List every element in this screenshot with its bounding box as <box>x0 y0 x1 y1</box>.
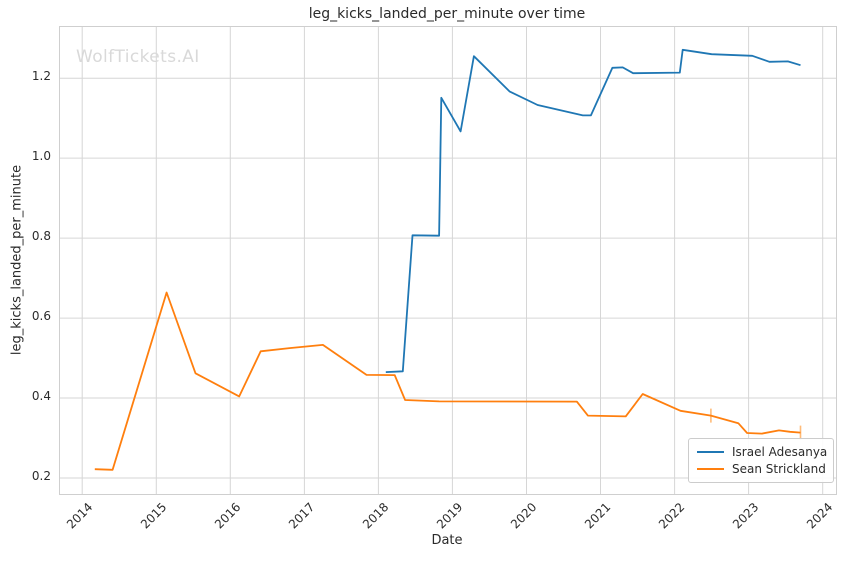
legend-entry-sean-strickland: Sean Strickland <box>695 461 827 477</box>
x-tick-label: 2020 <box>507 500 540 532</box>
chart-canvas <box>60 27 836 494</box>
y-tick-label: 0.8 <box>31 229 51 244</box>
legend-line-swatch-orange <box>697 468 724 470</box>
y-tick-label: 0.6 <box>31 309 51 324</box>
x-tick-label: 2019 <box>433 500 466 532</box>
x-axis-label: Date <box>431 533 463 548</box>
x-tick-label: 2017 <box>285 500 318 532</box>
chart-title: leg_kicks_landed_per_minute over time <box>308 6 586 22</box>
watermark: WolfTickets.AI <box>76 47 200 67</box>
series-line-israel-adesanya <box>385 48 801 373</box>
x-tick-label: 2022 <box>655 500 688 532</box>
x-tick-label: 2016 <box>211 500 244 532</box>
x-tick-label: 2014 <box>63 500 96 532</box>
legend-entry-israel-adesanya: Israel Adesanya <box>695 444 827 460</box>
y-axis-label: leg_kicks_landed_per_minute <box>9 164 25 356</box>
series-line-sean-strickland <box>94 291 801 471</box>
x-tick-label: 2015 <box>137 500 170 532</box>
x-tick-label: 2023 <box>730 500 762 532</box>
legend-line-swatch-blue <box>697 451 724 453</box>
y-tick-label: 1.0 <box>31 149 51 164</box>
plot-area: WolfTickets.AI Israel Adesanya Sean Stri… <box>59 26 837 495</box>
x-tick-label: 2021 <box>581 500 614 532</box>
legend: Israel Adesanya Sean Strickland <box>688 438 834 483</box>
legend-label: Sean Strickland <box>732 462 826 476</box>
x-tick-label: 2018 <box>359 500 392 532</box>
legend-label: Israel Adesanya <box>732 445 828 459</box>
y-tick-label: 1.2 <box>31 69 51 84</box>
y-tick-label: 0.4 <box>31 389 51 404</box>
x-tick-label: 2024 <box>804 500 836 532</box>
y-tick-label: 0.2 <box>31 469 51 483</box>
